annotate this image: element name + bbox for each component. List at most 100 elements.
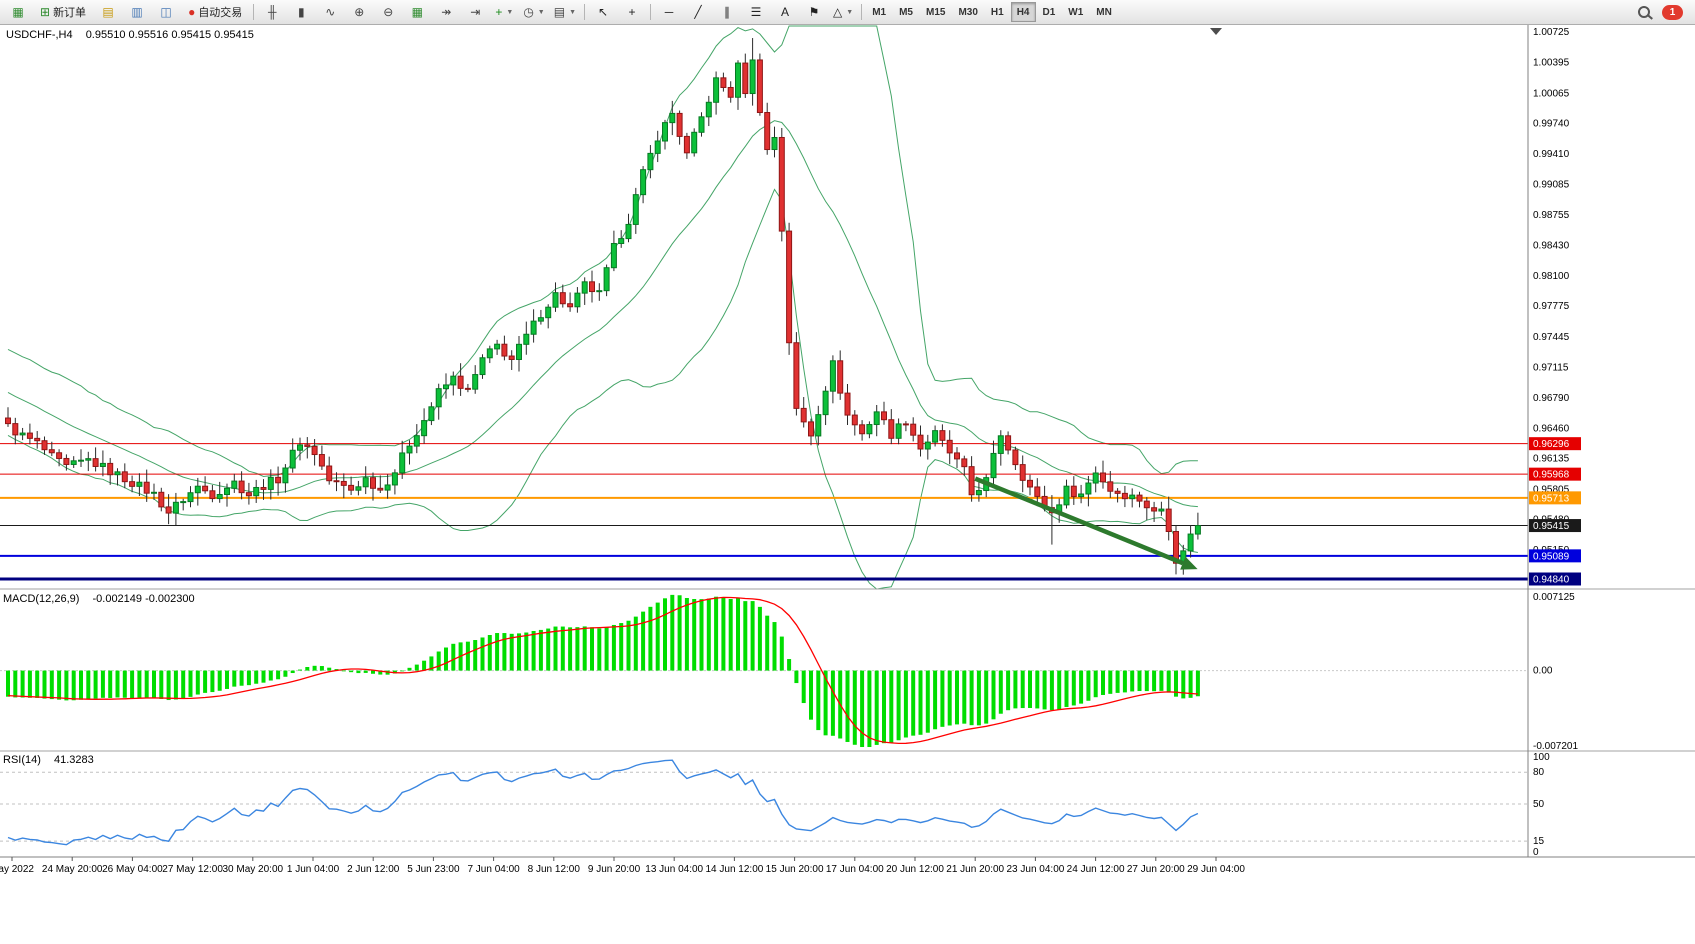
macd-histogram-bar — [641, 611, 646, 671]
navigator-icon[interactable]: ◫ — [152, 1, 180, 23]
macd-histogram-bar — [896, 670, 901, 741]
timeframe-m30[interactable]: M30 — [958, 6, 978, 18]
timeframe-m15[interactable]: M15 — [926, 6, 946, 18]
macd-histogram-bar — [1013, 670, 1018, 709]
macd-histogram-bar — [721, 596, 726, 671]
candle — [800, 407, 807, 423]
toolbar-separator — [253, 4, 255, 20]
data-window-icon[interactable]: ▥ — [123, 1, 151, 23]
time-axis-label: 14 Jun 12:00 — [705, 864, 763, 875]
price-axis-tick: 0.98430 — [1533, 240, 1570, 251]
macd-histogram-bar — [13, 670, 18, 698]
macd-histogram-bar — [122, 670, 127, 698]
macd-histogram-bar — [633, 616, 638, 671]
notification-badge[interactable]: 1 — [1662, 4, 1683, 20]
timeframe-mn[interactable]: MN — [1096, 6, 1112, 18]
macd-histogram-bar — [159, 670, 164, 699]
search-icon[interactable] — [1638, 6, 1650, 18]
fibonacci-icon[interactable]: ☰ — [742, 1, 770, 23]
timeframe-d1[interactable]: D1 — [1042, 6, 1056, 18]
macd-histogram-bar — [517, 633, 521, 671]
macd-histogram-bar — [1174, 670, 1178, 697]
trend-arrow-line[interactable] — [974, 476, 1184, 566]
time-axis-label: 27 Jun 20:00 — [1127, 864, 1185, 875]
macd-histogram-bar — [714, 596, 719, 671]
candle — [756, 59, 763, 114]
toolbar: ▦ ⊞ 新订单 ▤ ▥ ◫ ● 自动交易 ╫ ▮ ∿ ⊕ ⊖ ▦ ↠ ⇥ + ▼ ◷ ▼ ▤ ▼ ↖ + ─ ╱ ∥ ☰ A ⚑ △ ▼ M1 M… — [0, 0, 1695, 25]
text-icon[interactable]: A — [771, 1, 799, 23]
tile-windows-icon[interactable]: ▦ — [403, 1, 431, 23]
candle — [99, 462, 106, 467]
chart-shift-marker[interactable] — [1210, 28, 1222, 35]
new-order-button[interactable]: ⊞ 新订单 — [33, 1, 93, 23]
candle — [129, 481, 136, 487]
macd-histogram-bar — [1122, 670, 1127, 693]
chart-shift-icon[interactable]: ⇥ — [461, 1, 489, 23]
macd-histogram-bar — [655, 602, 660, 671]
label-icon[interactable]: ⚑ — [800, 1, 828, 23]
macd-histogram-bar — [57, 670, 62, 700]
chart-window-icon[interactable]: ▦ — [4, 1, 32, 23]
macd-histogram-bar — [137, 670, 142, 698]
price-axis-tick: 1.00065 — [1533, 88, 1570, 99]
timeframe-h4[interactable]: H4 — [1010, 2, 1036, 22]
macd-histogram-bar — [1166, 670, 1171, 693]
auto-scroll-icon[interactable]: ↠ — [432, 1, 460, 23]
macd-histogram-bar — [79, 670, 83, 700]
trend-arrow-head[interactable] — [1180, 556, 1198, 570]
macd-histogram-bar — [998, 670, 1003, 714]
equidistant-channel-icon[interactable]: ∥ — [713, 1, 741, 23]
macd-histogram-bar — [860, 670, 865, 748]
macd-histogram-bar — [889, 670, 894, 743]
chart-canvas[interactable]: 1.00725 1.00395 1.00065 0.99740 0.99410 0.990… — [0, 25, 1695, 944]
indicators-icon[interactable]: + ▼ — [490, 1, 518, 23]
macd-histogram-bar — [984, 670, 989, 724]
templates-icon[interactable]: ▤ ▼ — [550, 1, 580, 23]
candle — [866, 424, 873, 435]
candle — [12, 423, 19, 436]
shapes-icon[interactable]: △ ▼ — [829, 1, 857, 23]
candle — [370, 477, 376, 489]
price-axis-tick: 0.96790 — [1533, 393, 1570, 404]
candle — [1173, 531, 1179, 564]
macd-histogram-bar — [327, 667, 332, 671]
candle — [413, 435, 420, 447]
market-watch-icon[interactable]: ▤ — [94, 1, 122, 23]
periods-icon[interactable]: ◷ ▼ — [519, 1, 548, 23]
macd-histogram-bar — [677, 595, 682, 671]
macd-signal-line — [7, 596, 1198, 745]
shapes-icon: △ — [833, 5, 843, 19]
candlestick-chart-icon[interactable]: ▮ — [287, 1, 315, 23]
candle — [443, 384, 449, 390]
candle — [326, 465, 333, 482]
crosshair-icon[interactable]: + — [618, 1, 646, 23]
candle — [749, 59, 756, 95]
toolbar-separator — [861, 4, 863, 20]
candle — [231, 480, 238, 489]
candle — [764, 112, 771, 151]
horizontal-line-icon[interactable]: ─ — [655, 1, 683, 23]
zoom-out-icon[interactable]: ⊖ — [374, 1, 402, 23]
candle — [954, 452, 960, 460]
price-level-badge — [1529, 491, 1581, 505]
candle — [924, 441, 931, 450]
macd-histogram-bar — [188, 670, 193, 697]
candle — [391, 472, 398, 486]
timeframe-m5[interactable]: M5 — [899, 6, 913, 18]
macd-scale-min: -0.007201 — [1533, 741, 1578, 752]
macd-histogram-bar — [1108, 670, 1113, 694]
timeframe-m1[interactable]: M1 — [872, 6, 887, 18]
timeframe-h1[interactable]: H1 — [990, 6, 1004, 18]
candle — [537, 317, 544, 322]
trendline-icon[interactable]: ╱ — [684, 1, 712, 23]
time-axis-label: 24 Jun 12:00 — [1067, 864, 1125, 875]
candle — [1107, 481, 1114, 492]
cursor-icon[interactable]: ↖ — [589, 1, 617, 23]
time-axis-label: 5 Jun 23:00 — [407, 864, 460, 875]
zoom-in-icon[interactable]: ⊕ — [345, 1, 373, 23]
line-chart-icon[interactable]: ∿ — [316, 1, 344, 23]
time-axis-label: 13 Jun 04:00 — [645, 864, 703, 875]
autotrade-button[interactable]: ● 自动交易 — [181, 1, 249, 23]
bar-chart-icon[interactable]: ╫ — [258, 1, 286, 23]
timeframe-w1[interactable]: W1 — [1068, 6, 1084, 18]
